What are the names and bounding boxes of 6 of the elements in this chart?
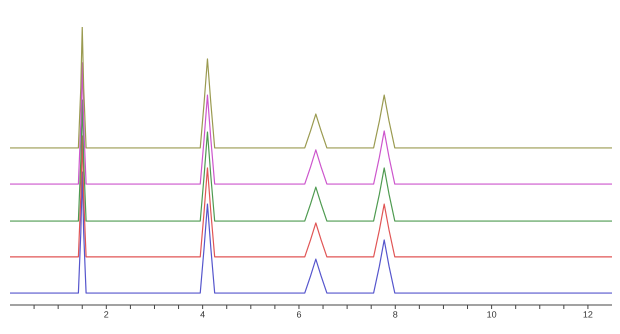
x-tick-label: 12 xyxy=(582,309,593,320)
x-tick-label: 4 xyxy=(200,309,206,320)
x-tick-label: 2 xyxy=(104,309,109,320)
x-tick-label: 6 xyxy=(296,309,302,320)
x-tick-label: 10 xyxy=(486,309,497,320)
x-tick-label: 8 xyxy=(392,309,398,320)
